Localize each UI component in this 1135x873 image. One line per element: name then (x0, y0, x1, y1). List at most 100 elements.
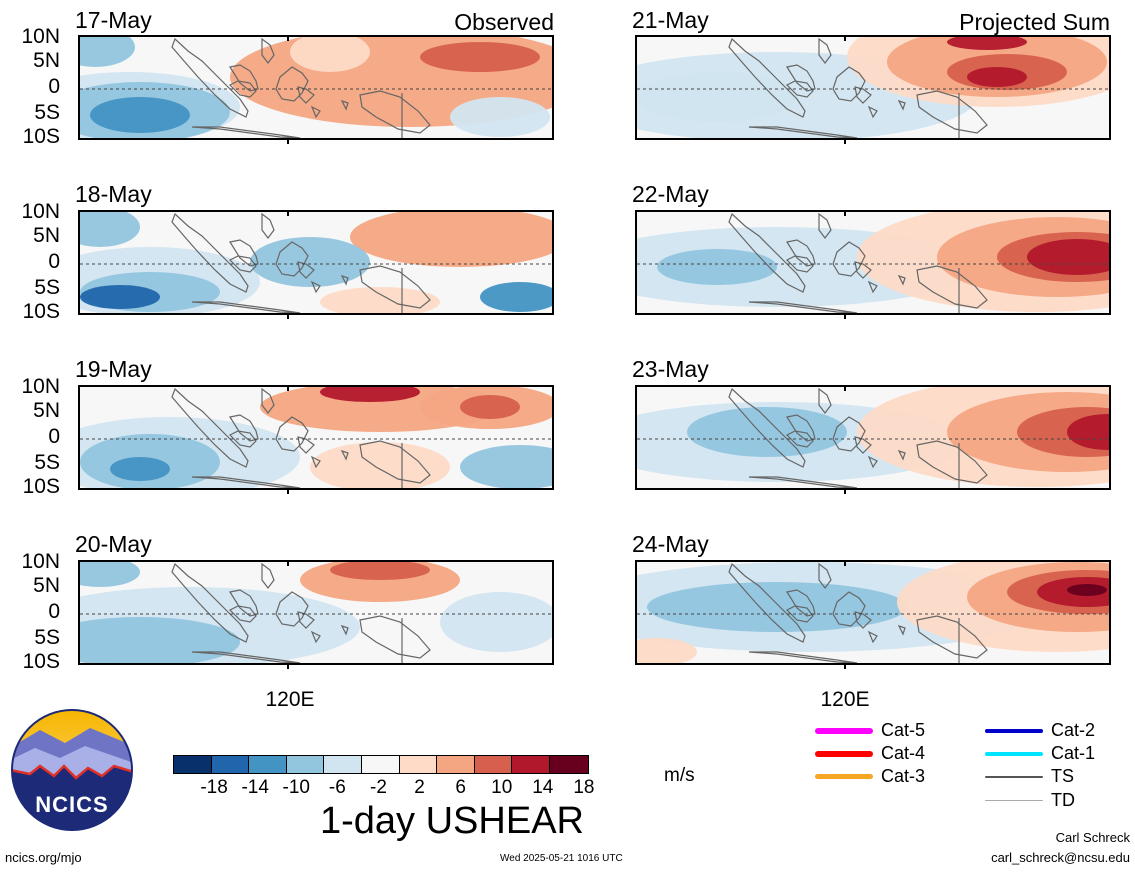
map-panel-17-may (78, 35, 554, 140)
lon-tick (287, 313, 289, 319)
legend-line (985, 728, 1043, 733)
legend-label: TD (1051, 790, 1075, 810)
lat-label: 10N (21, 375, 60, 398)
lon-tick (844, 138, 846, 144)
colorbar-tick-label: -10 (282, 777, 310, 798)
website-text: ncics.org/mjo (5, 850, 82, 865)
legend-entry: Cat-4 (815, 743, 925, 764)
author-name: Carl Schreck (1055, 830, 1130, 845)
lon-tick (844, 560, 846, 566)
lat-label: 10S (22, 475, 60, 498)
colorbar-tick-label: 14 (532, 777, 554, 798)
legend-label: Cat-2 (1051, 720, 1096, 740)
colorbar-swatch (437, 756, 475, 773)
lon-tick (844, 488, 846, 494)
panel-date-20-may: 20-May (75, 531, 152, 557)
legend-line (985, 775, 1043, 778)
map-panel-23-may (635, 385, 1111, 490)
lon-tick (287, 210, 289, 216)
lat-label: 10S (22, 650, 60, 673)
colorbar-swatch (474, 756, 513, 773)
colorbar (173, 755, 589, 774)
lon-tick (844, 210, 846, 216)
lon-label-right: 120E (820, 688, 870, 711)
legend-entry: TD (985, 790, 1075, 811)
legend-entry: Cat-1 (985, 743, 1095, 764)
lon-tick (844, 663, 846, 669)
colorbar-tick-label: -18 (200, 777, 228, 798)
colorbar-swatch (399, 756, 438, 773)
lat-label: 5S (34, 276, 60, 299)
lon-label-left: 120E (265, 688, 315, 711)
lon-tick (287, 663, 289, 669)
legend-label: Cat-1 (1051, 743, 1096, 763)
lat-label: 0 (48, 600, 60, 623)
panel-date-17-may: 17-May (75, 7, 152, 33)
colorbar-units: m/s (664, 765, 695, 786)
colorbar-swatch (211, 756, 250, 773)
lat-label: 10N (21, 200, 60, 223)
colorbar-tick-label: 6 (455, 777, 466, 798)
colorbar-swatch (324, 756, 362, 773)
lon-tick (287, 488, 289, 494)
lat-label: 0 (48, 250, 60, 273)
legend-line (815, 727, 873, 734)
colorbar-swatch (361, 756, 400, 773)
legend-label: Cat-4 (881, 743, 926, 763)
legend-label: Cat-3 (881, 766, 926, 786)
lat-label: 10S (22, 300, 60, 323)
colorbar-tick-label: 18 (573, 777, 595, 798)
observed-header: Observed (454, 9, 554, 35)
lat-label: 0 (48, 425, 60, 448)
legend-line (815, 774, 873, 779)
colorbar-tick-label: -6 (328, 777, 346, 798)
lat-label: 5S (34, 101, 60, 124)
logo-text: NCICS (35, 792, 108, 817)
colorbar-swatch (249, 756, 287, 773)
panel-date-23-may: 23-May (632, 356, 709, 382)
author-email: carl_schreck@ncsu.edu (991, 850, 1130, 865)
map-panel-21-may (635, 35, 1111, 140)
lat-label: 5S (34, 626, 60, 649)
map-panel-24-may (635, 560, 1111, 665)
lat-label: 0 (48, 75, 60, 98)
colorbar-swatch (174, 756, 212, 773)
colorbar-swatch (549, 756, 588, 773)
lat-label: 10S (22, 125, 60, 148)
legend-label: TS (1051, 766, 1075, 786)
panel-date-21-may: 21-May (632, 7, 709, 33)
lon-tick (287, 35, 289, 41)
colorbar-tick-label: 10 (491, 777, 513, 798)
legend-line (985, 800, 1043, 801)
projected-header: Projected Sum (959, 9, 1110, 35)
lat-label: 5S (34, 451, 60, 474)
panel-date-22-may: 22-May (632, 181, 709, 207)
panel-date-24-may: 24-May (632, 531, 709, 557)
legend-entry: TS (985, 766, 1074, 787)
variable-title: 1-day USHEAR (320, 800, 584, 842)
lat-label: 5N (33, 574, 60, 597)
timestamp-text: Wed 2025-05-21 1016 UTC (500, 853, 623, 864)
colorbar-tick-label: -14 (241, 777, 269, 798)
colorbar-tick-label: 2 (414, 777, 425, 798)
map-panel-18-may (78, 210, 554, 315)
colorbar-tick-label: -2 (370, 777, 387, 798)
map-panel-20-may (78, 560, 554, 665)
lat-label: 5N (33, 399, 60, 422)
lat-label: 5N (33, 49, 60, 72)
panel-date-18-may: 18-May (75, 181, 152, 207)
legend-line (815, 750, 873, 757)
legend-line (985, 751, 1043, 756)
lat-label: 5N (33, 224, 60, 247)
legend-label: Cat-5 (881, 720, 926, 740)
ncics-logo: NCICS (10, 708, 134, 832)
legend-entry: Cat-3 (815, 766, 925, 787)
lat-label: 10N (21, 550, 60, 573)
colorbar-swatch (286, 756, 325, 773)
legend-entry: Cat-2 (985, 720, 1095, 741)
lon-tick (287, 385, 289, 391)
lon-tick (844, 35, 846, 41)
legend-entry: Cat-5 (815, 720, 925, 741)
lon-tick (844, 385, 846, 391)
lon-tick (287, 560, 289, 566)
